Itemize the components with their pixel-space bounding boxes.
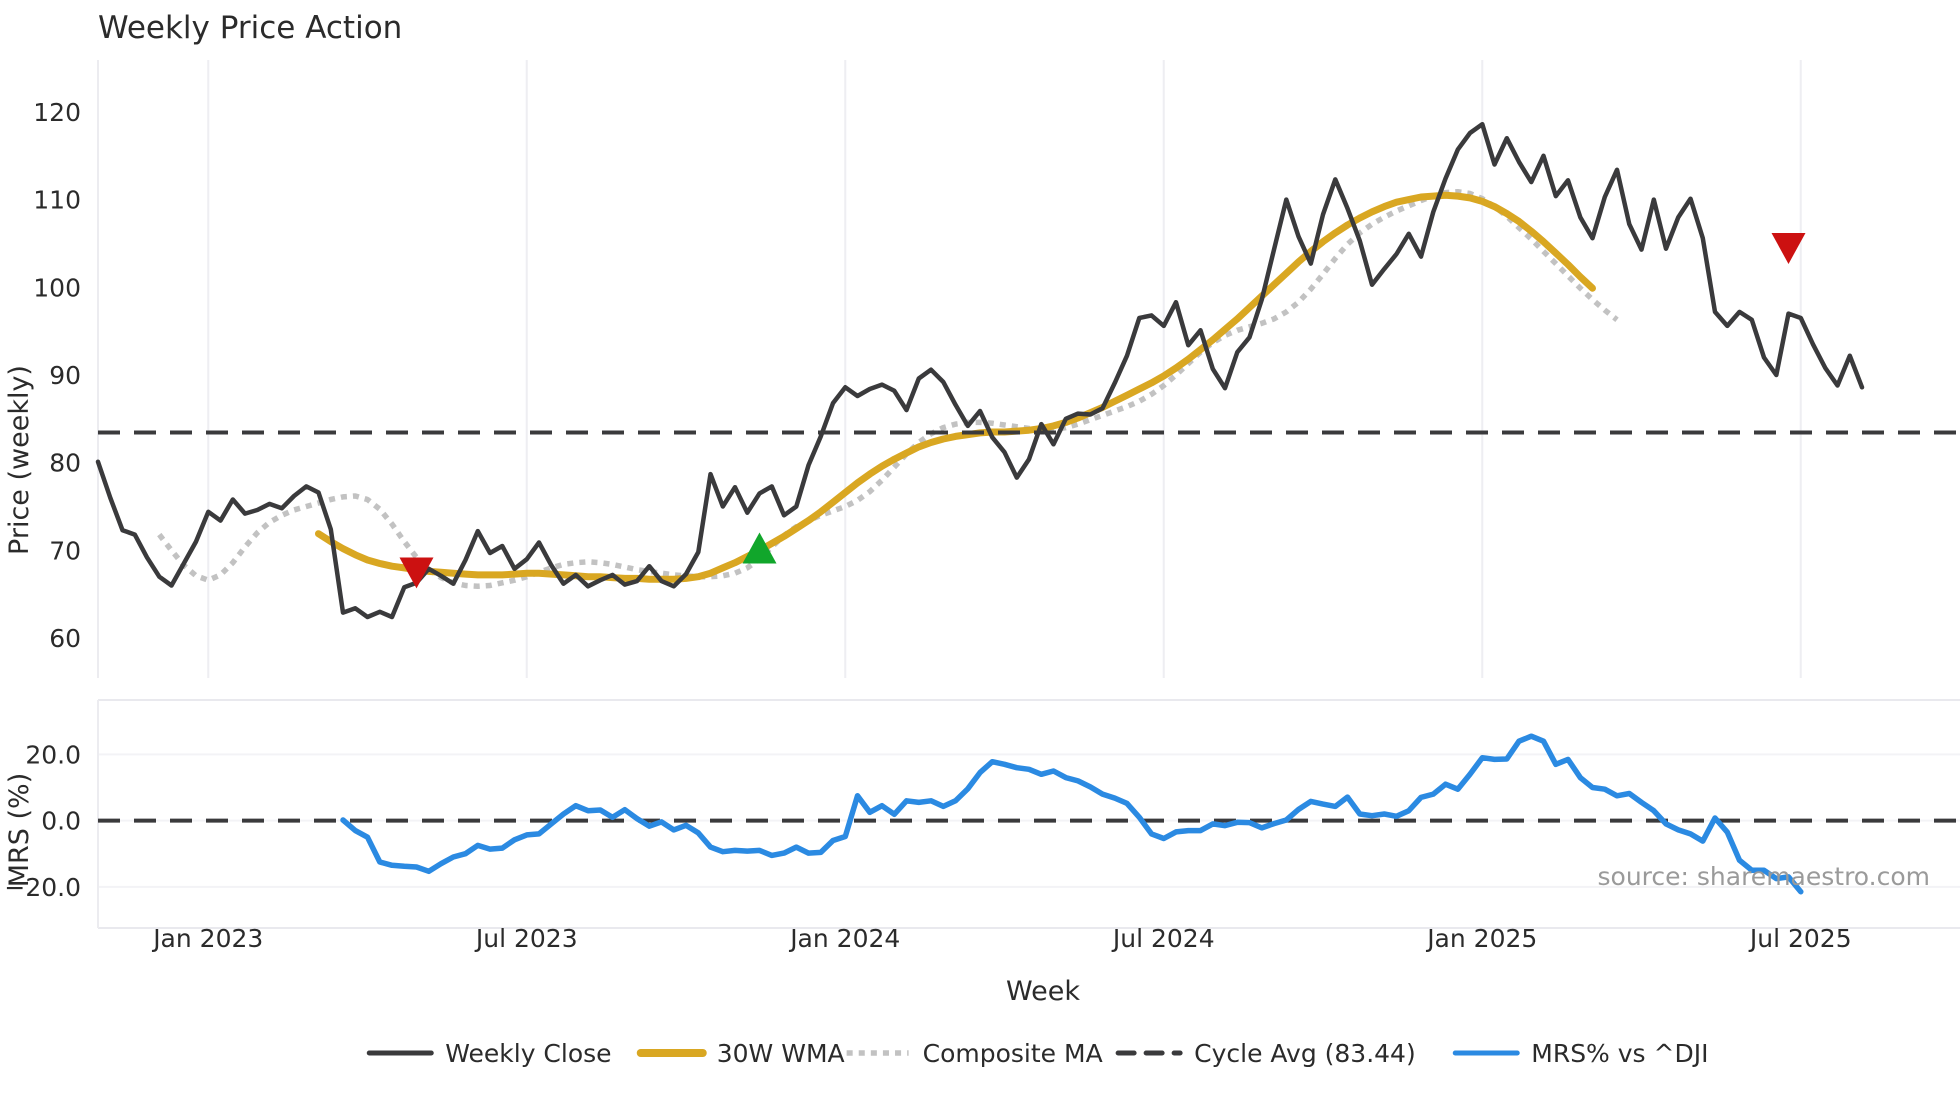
signal-markers <box>399 233 1806 589</box>
x-tick-5: Jul 2025 <box>1748 924 1852 953</box>
x-tick-2: Jan 2024 <box>788 924 900 953</box>
chart-legend: Weekly Close 30W WMA Composite MA Cycle Avg… <box>366 1039 1708 1068</box>
buy-marker-1 <box>742 532 777 564</box>
mrs-series-group <box>340 733 1804 895</box>
price-y-axis-label: Price (weekly) <box>4 365 35 555</box>
price-y-tick-3: 90 <box>49 361 81 390</box>
legend-label-3: Cycle Avg (83.44) <box>1194 1039 1416 1068</box>
price-y-tick-4: 100 <box>33 273 81 302</box>
x-tick-3: Jul 2024 <box>1111 924 1215 953</box>
mrs-y-tick-labels: −20.0 0.0 20.0 <box>4 740 81 901</box>
price-y-tick-1: 70 <box>49 536 81 565</box>
mrs-panel: −20.00.020.0 MRS (%) Jan 2023 Jul 2023 Jan… <box>4 699 1960 1007</box>
series-composite-ma <box>157 188 1619 590</box>
legend-label-1: 30W WMA <box>717 1039 845 1068</box>
x-tick-4: Jan 2025 <box>1425 924 1537 953</box>
legend-label-0: Weekly Close <box>445 1039 611 1068</box>
legend-label-2: Composite MA <box>923 1039 1103 1068</box>
series-30w-wma <box>315 191 1596 583</box>
price-y-tick-5: 110 <box>33 186 81 215</box>
x-tick-1: Jul 2023 <box>474 924 578 953</box>
mrs-y-tick-2: 20.0 <box>25 740 81 769</box>
price-y-tick-2: 80 <box>49 449 81 478</box>
x-axis-label: Week <box>1006 976 1080 1007</box>
series-weekly-close <box>95 121 1865 620</box>
sell-marker-0 <box>399 557 434 589</box>
mrs-spines <box>97 699 1960 929</box>
price-y-tick-6: 120 <box>33 98 81 127</box>
source-watermark: source: sharemaestro.com <box>1598 862 1931 891</box>
price-series-group <box>95 121 1865 620</box>
mrs-y-tick-1: 0.0 <box>41 807 81 836</box>
series-mrs-pct <box>340 733 1804 895</box>
sell-marker-2 <box>1771 233 1806 264</box>
x-tick-labels: Jan 2023 Jul 2023 Jan 2024 Jul 2024 Jan 2025… <box>151 924 1851 953</box>
price-y-tick-labels: 60 70 80 90 100 110 120 <box>33 98 81 653</box>
legend-label-4: MRS% vs ^DJI <box>1531 1039 1708 1068</box>
price-y-tick-0: 60 <box>49 624 81 653</box>
x-tick-0: Jan 2023 <box>151 924 263 953</box>
price-gridlines <box>207 60 1802 678</box>
mrs-y-axis-label: MRS (%) <box>4 773 35 888</box>
mrs-y-tick-0: −20.0 <box>4 873 81 902</box>
chart-title: Weekly Price Action <box>98 10 402 46</box>
price-panel: 60 70 80 90 100 110 120 Price (weekly) <box>4 60 1960 678</box>
